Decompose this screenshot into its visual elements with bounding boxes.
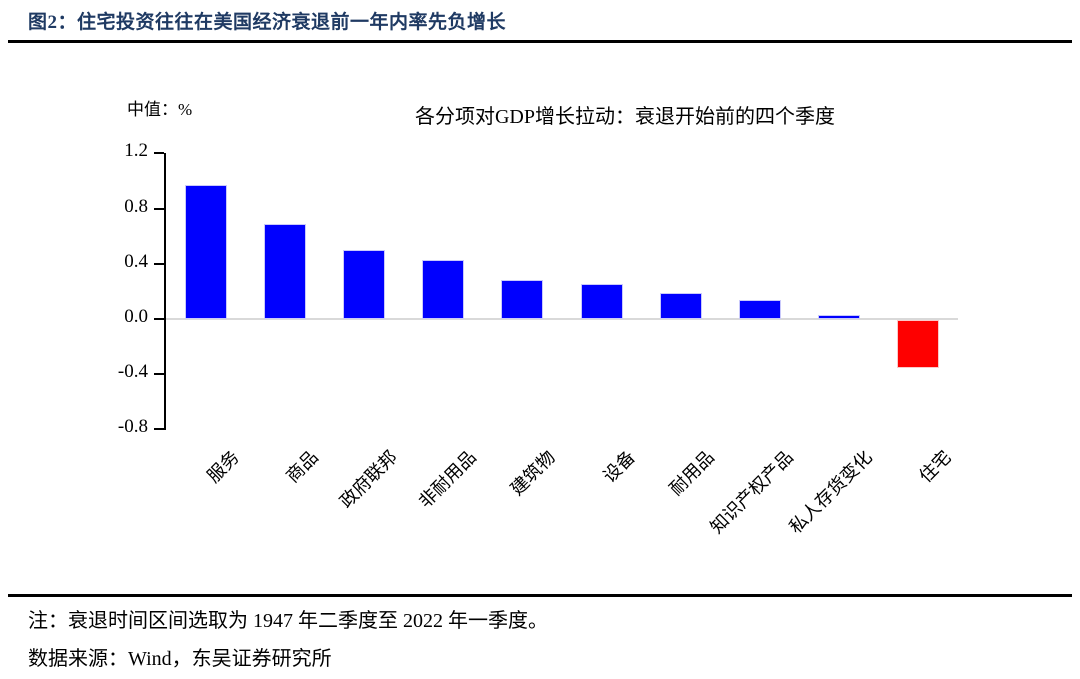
x-category-label: 商品: [282, 446, 322, 487]
bar-1: [264, 224, 306, 319]
y-axis-unit-label: 中值：%: [127, 100, 193, 119]
footnote: 注：衰退时间区间选取为 1947 年二季度至 2022 年一季度。: [28, 610, 548, 632]
x-category-label: 非耐用品: [414, 446, 480, 512]
chart-title: 各分项对GDP增长拉动：衰退开始前的四个季度: [414, 106, 836, 128]
y-tick-label: 0.0: [124, 306, 148, 327]
x-category-label: 政府联邦: [335, 446, 401, 512]
bar-0: [185, 185, 227, 319]
x-category-label: 设备: [599, 446, 639, 487]
bar-3: [422, 260, 464, 319]
x-category-label: 服务: [203, 446, 243, 487]
figure-title: 图2：住宅投资往往在美国经济衰退前一年内率先负增长: [28, 12, 507, 33]
bar-7: [739, 300, 781, 319]
top-divider: [8, 40, 1072, 43]
y-axis-tick: [154, 152, 164, 154]
x-category-label: 耐用品: [665, 446, 718, 500]
bar-5: [581, 284, 623, 319]
y-tick-label: 1.2: [124, 140, 148, 161]
x-category-label: 建筑物: [506, 446, 559, 500]
y-axis-tick: [154, 373, 164, 375]
bottom-divider: [8, 594, 1072, 597]
bar-6: [660, 293, 702, 319]
y-axis-tick: [154, 263, 164, 265]
bar-9: [897, 320, 939, 368]
y-axis-tick: [154, 428, 164, 430]
y-tick-label: 0.8: [124, 196, 148, 217]
x-category-label: 知识产权产品: [706, 446, 797, 538]
bar-2: [343, 250, 385, 319]
y-axis-tick: [154, 208, 164, 210]
y-axis-tick: [154, 318, 164, 320]
data-source: 数据来源：Wind，东吴证券研究所: [28, 648, 332, 670]
y-axis-line: [164, 153, 166, 430]
y-tick-label: -0.4: [117, 361, 148, 382]
zero-baseline: [166, 318, 958, 320]
x-category-label: 住宅: [915, 446, 955, 487]
y-tick-label: -0.8: [117, 416, 148, 437]
bar-8: [818, 315, 860, 319]
bar-4: [501, 280, 543, 319]
x-category-label: 私人存货变化: [785, 446, 876, 538]
y-tick-label: 0.4: [124, 251, 148, 272]
